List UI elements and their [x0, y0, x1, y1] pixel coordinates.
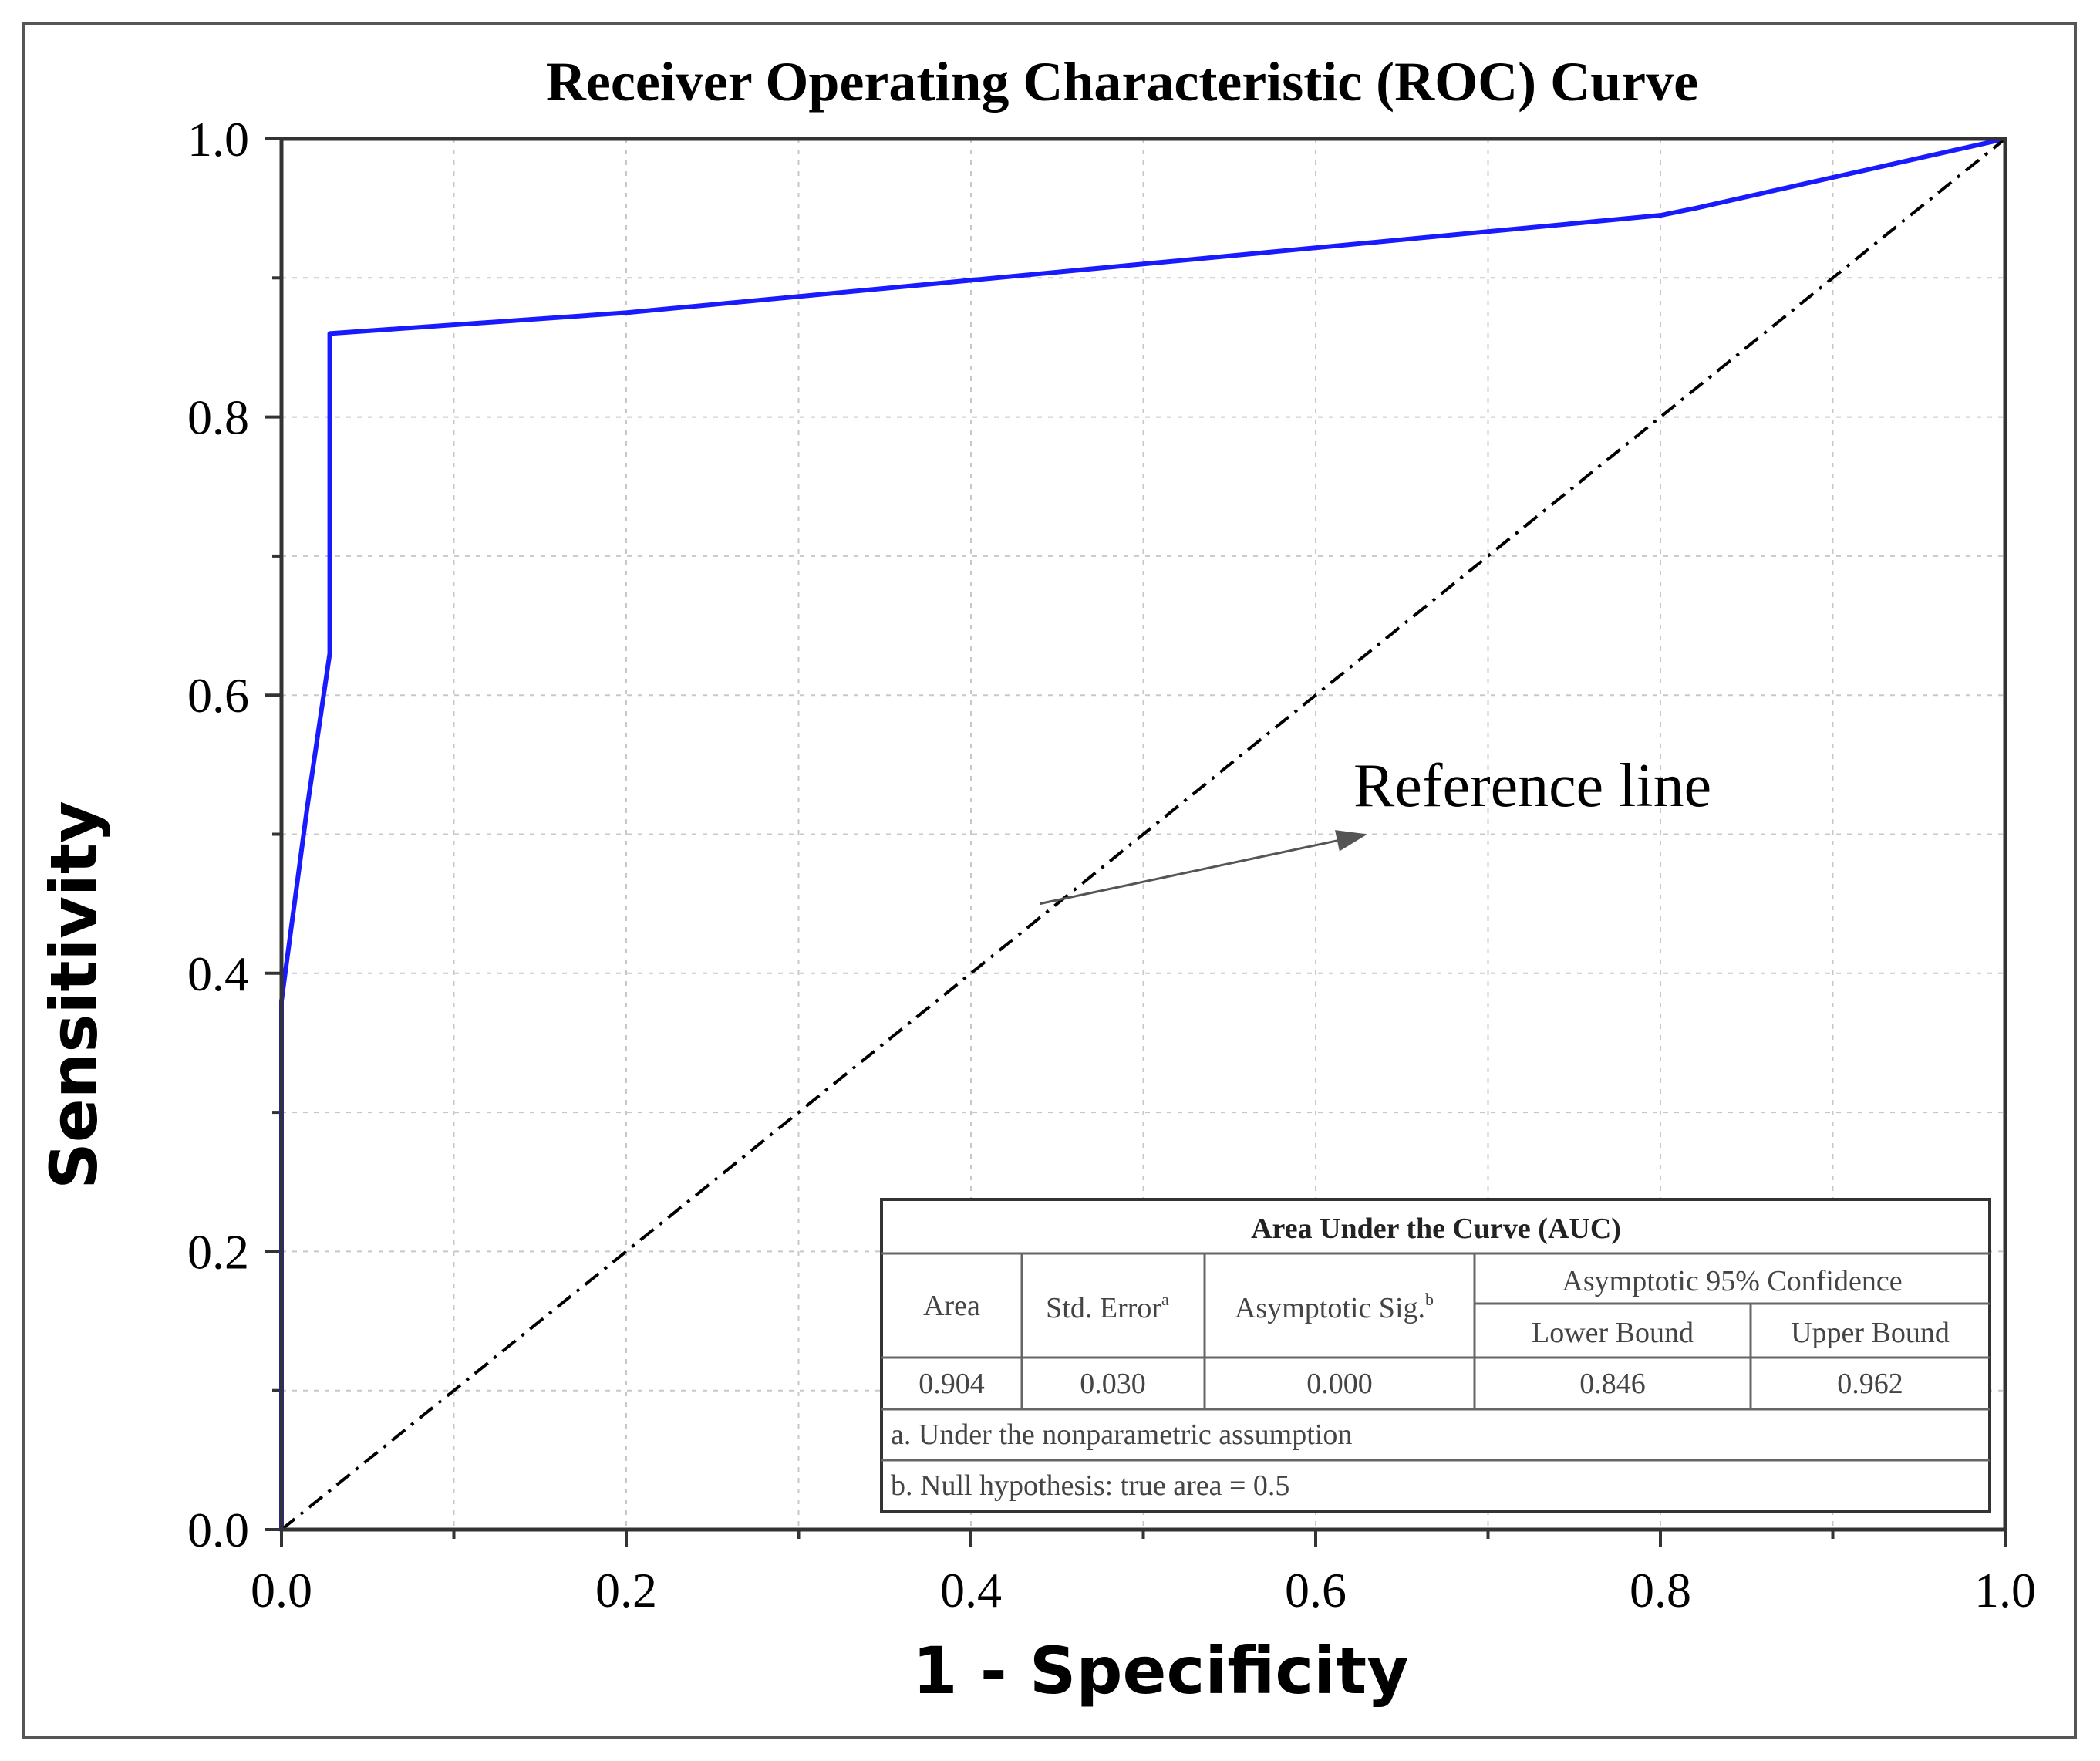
reference-line [280, 137, 2007, 1531]
y-tick-label: 0.0 [187, 1503, 249, 1557]
y-axis-title: Sensitivity [36, 801, 112, 1189]
footnote-a: a. Under the nonparametric assumption [891, 1419, 1352, 1451]
header-area: Area [923, 1290, 980, 1322]
value-upper-bound: 0.962 [1837, 1368, 1903, 1400]
x-tick-label: 1.0 [1974, 1563, 2036, 1618]
plot-border [279, 137, 2007, 1532]
header-asymptotic-sig: Asymptotic Sig.b [1235, 1290, 1434, 1324]
value-area: 0.904 [919, 1368, 985, 1400]
value-lower-bound: 0.846 [1579, 1368, 1646, 1400]
x-tick-label: 0.2 [595, 1563, 657, 1618]
figure-frame [22, 22, 2077, 1739]
x-tick-label: 0.0 [251, 1563, 312, 1618]
x-tick-label: 0.4 [940, 1563, 1002, 1618]
header-confidence-group: Asymptotic 95% Confidence [1562, 1265, 1902, 1297]
y-tick-label: 1.0 [187, 112, 249, 167]
annotation-arrow-line [1040, 839, 1338, 906]
annotation-arrow-head [1335, 830, 1368, 852]
chart-title: Receiver Operating Characteristic (ROC) … [546, 51, 1698, 113]
x-axis-title: 1 - Specificity [912, 1633, 1409, 1709]
y-tick-label: 0.2 [187, 1224, 249, 1279]
reference-line-label: Reference line [1353, 752, 1711, 820]
y-tick-label: 0.4 [187, 946, 249, 1001]
footnote-b: b. Null hypothesis: true area = 0.5 [891, 1469, 1289, 1502]
value-asymptotic-sig: 0.000 [1306, 1368, 1373, 1400]
auc-table-caption: Area Under the Curve (AUC) [1251, 1213, 1621, 1245]
y-tick-label: 0.6 [187, 668, 249, 723]
roc-curve-line [279, 137, 2006, 1530]
header-upper-bound: Upper Bound [1791, 1317, 1950, 1349]
auc-table: Area Under the Curve (AUC) Area Std. Err… [880, 1198, 1991, 1513]
y-tick-label: 0.8 [187, 390, 249, 445]
auc-table-border [880, 1198, 1991, 1513]
header-lower-bound: Lower Bound [1532, 1317, 1694, 1349]
reference-line-annotation: Reference line [1040, 752, 1711, 906]
series-group [279, 137, 2007, 1531]
header-std-error: Std. Errora [1046, 1290, 1169, 1324]
value-std-error: 0.030 [1080, 1368, 1146, 1400]
axis-ticks: 0.0 0.2 0.4 0.6 0.8 1.0 0.0 0.2 0.4 0.6 0.8 1.0 [187, 112, 2036, 1618]
x-tick-label: 0.8 [1630, 1563, 1691, 1618]
x-tick-label: 0.6 [1285, 1563, 1347, 1618]
